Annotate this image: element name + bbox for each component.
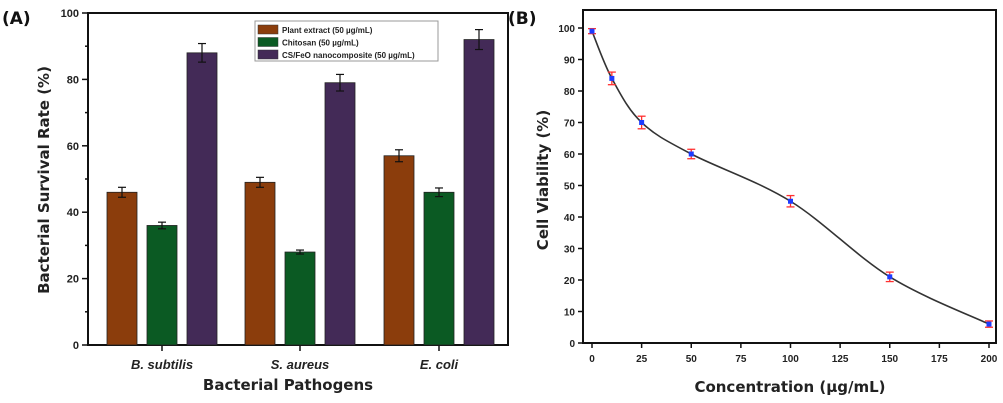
y-tick-label: 10 [564,308,576,319]
data-point [788,198,793,204]
panel-a-label: (A) [2,9,31,29]
y-tick-label: 20 [564,276,576,287]
panel-a-x-axis-label: Bacterial Pathogens [203,376,373,394]
viability-line [591,30,990,325]
x-tick-label: 150 [881,354,898,365]
legend-entry: Plant extract (50 µg/mL) [282,26,373,35]
y-tick-label: 50 [564,182,576,193]
y-tick-label: 60 [67,141,79,153]
x-category-label: B. subtilis [131,357,193,372]
panel-b-plot-frame [582,9,997,344]
data-point [609,75,615,81]
data-point [887,274,893,280]
data-point [986,321,992,327]
data-point [589,28,595,34]
panel-b-x-axis-label: Concentration (µg/mL) [694,378,885,396]
panel-b-label: (B) [508,9,537,29]
legend-entry: Chitosan (50 µg/mL) [282,39,359,48]
bar-plant [383,155,415,346]
y-tick-label: 20 [67,274,79,286]
y-tick-label: 40 [564,213,576,224]
bar-plant [106,191,138,346]
bar-csfeo [186,52,218,346]
x-tick-label: 50 [686,354,698,365]
x-tick-label: 25 [636,354,648,365]
y-tick-label: 0 [569,339,575,350]
panel-a-bar-chart: (A) Bacterial Pathogens Bacterial Surviv… [2,8,509,394]
y-tick-label: 30 [564,245,576,256]
x-category-label: S. aureus [271,357,330,372]
bar-chitosan [423,191,455,346]
panel-a-y-axis-label: Bacterial Survival Rate (%) [35,66,53,294]
legend: Plant extract (50 µg/mL) Chitosan (50 µg/… [254,20,439,62]
legend-box [254,20,439,62]
x-tick-label: 100 [782,354,799,365]
x-tick-label: 175 [931,354,948,365]
y-tick-label: 70 [564,119,576,130]
bar-csfeo [463,39,495,346]
bar-chitosan [284,251,316,346]
x-category-label: E. coli [420,357,459,372]
panel-b-line-chart: (B) Concentration (µg/mL) Cell Viability… [508,9,998,396]
bar-chitosan [146,225,178,346]
bar-csfeo [324,82,356,346]
y-tick-label: 0 [73,340,79,352]
data-point [688,151,694,157]
x-tick-label: 75 [735,354,747,365]
legend-swatch [257,49,279,60]
panel-b-y-axis-label: Cell Viability (%) [534,110,552,250]
x-tick-label: 125 [832,354,849,365]
y-tick-label: 40 [67,207,79,219]
y-tick-label: 100 [61,8,79,20]
x-tick-label: 0 [589,354,595,365]
y-tick-label: 90 [564,56,576,67]
legend-swatch [257,37,279,47]
data-point [639,120,645,125]
legend-swatch [257,24,279,35]
x-tick-label: 200 [981,354,998,365]
bar-plant [244,181,276,346]
y-tick-label: 80 [564,87,576,98]
legend-entry: CS/FeO nanocomposite (50 µg/mL) [282,51,415,60]
y-tick-label: 100 [558,24,575,35]
y-tick-label: 80 [67,74,79,86]
y-tick-label: 60 [564,150,576,161]
